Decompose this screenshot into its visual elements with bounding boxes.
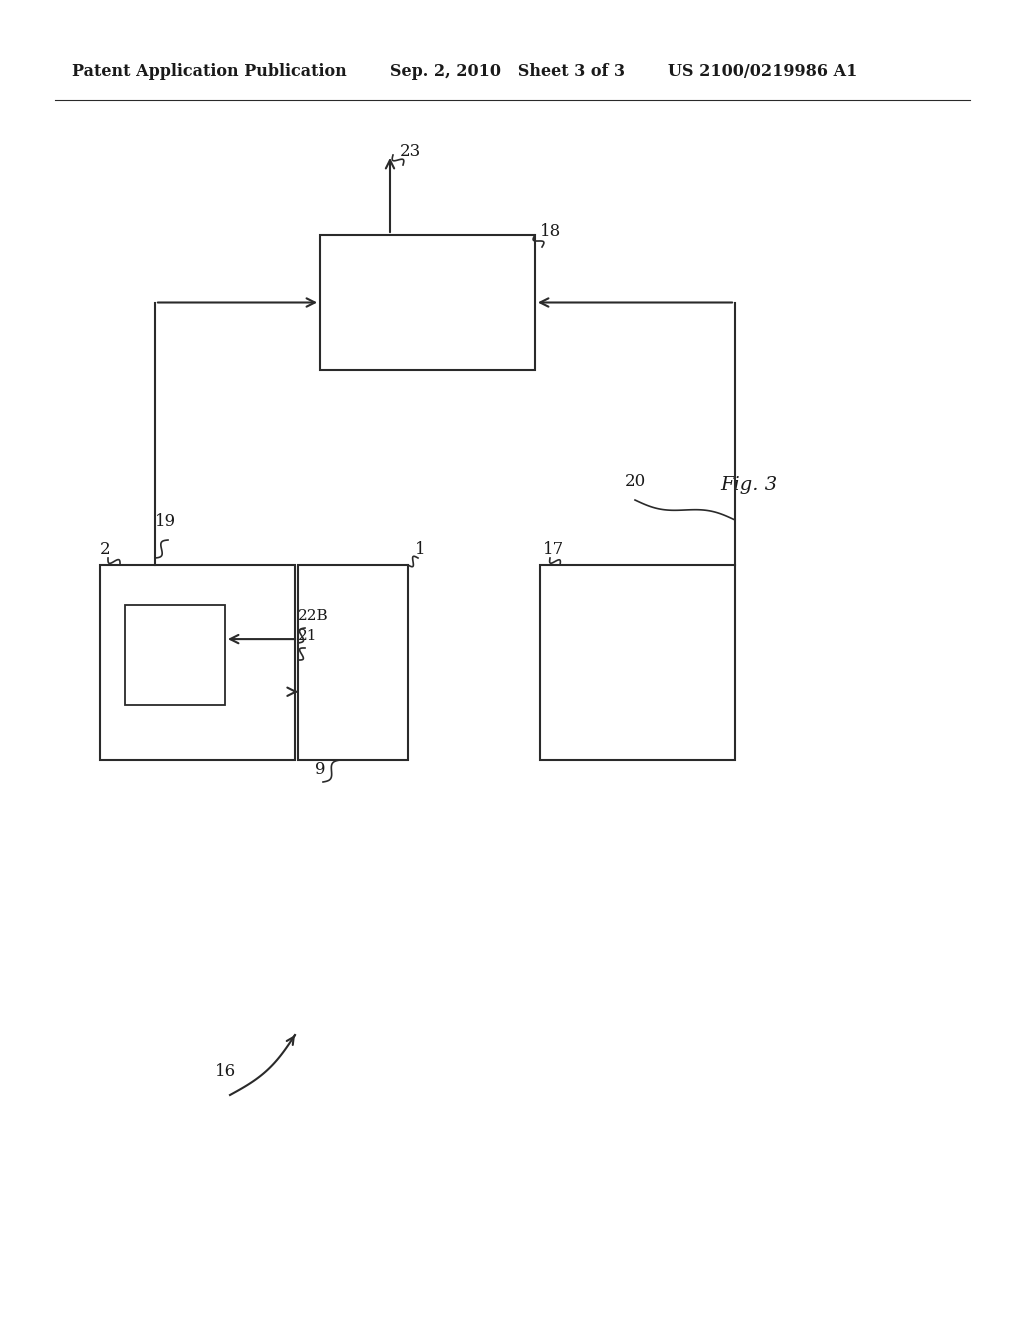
Text: 19: 19	[155, 513, 176, 531]
Text: US 2100/0219986 A1: US 2100/0219986 A1	[668, 63, 857, 81]
Text: 2: 2	[100, 541, 111, 558]
Bar	[319, 235, 535, 370]
Text: Patent Application Publication: Patent Application Publication	[72, 63, 347, 81]
Text: Fig. 3: Fig. 3	[720, 477, 777, 494]
Text: 20: 20	[625, 473, 646, 490]
Bar	[540, 565, 735, 760]
Text: 9: 9	[315, 762, 326, 777]
Text: 22B: 22B	[298, 609, 329, 623]
Bar	[125, 605, 225, 705]
Text: 17: 17	[543, 541, 564, 558]
Text: 16: 16	[215, 1063, 237, 1080]
Text: Sep. 2, 2010   Sheet 3 of 3: Sep. 2, 2010 Sheet 3 of 3	[390, 63, 625, 81]
Text: 23: 23	[400, 143, 421, 160]
Text: 21: 21	[298, 630, 317, 643]
Bar	[298, 565, 408, 760]
Text: 18: 18	[540, 223, 561, 240]
Bar	[100, 565, 295, 760]
Text: 1: 1	[415, 541, 426, 558]
